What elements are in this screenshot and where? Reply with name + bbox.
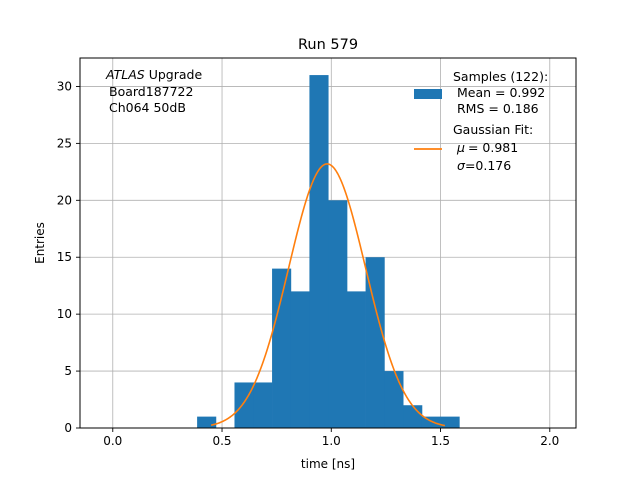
y-axis-label: Entries: [33, 222, 47, 264]
y-tick-label: 25: [57, 136, 72, 150]
histogram-bar: [234, 382, 254, 428]
chart-title: Run 579: [298, 37, 358, 53]
histogram-bar: [197, 416, 217, 428]
histogram-bar: [440, 416, 460, 428]
x-tick-label: 0.5: [212, 434, 231, 448]
histogram-bar: [403, 405, 423, 428]
annotation-board: Board187722: [109, 84, 193, 99]
histogram-bar: [309, 75, 329, 429]
plot-frame: [79, 57, 577, 429]
legend-sigma-value: =0.176: [465, 158, 511, 173]
legend: Samples (122): Mean = 0.992 RMS = 0.186 …: [414, 69, 548, 173]
histogram-bar: [272, 268, 292, 428]
legend-mu-value: = 0.981: [468, 140, 518, 155]
y-tick-label: 15: [57, 250, 72, 264]
x-tick-label: 2.0: [540, 434, 559, 448]
histogram-bar: [365, 257, 385, 428]
legend-rms-label: RMS = 0.186: [457, 101, 539, 116]
annotation-channel: Ch064 50dB: [109, 100, 186, 115]
histogram-bar: [253, 382, 273, 428]
y-tick-label: 20: [57, 193, 72, 207]
x-tick-label: 0.0: [103, 434, 122, 448]
gaussian-fit-curve: [210, 163, 446, 427]
x-tick-label: 1.0: [322, 434, 341, 448]
annotation-atlas: ATLAS: [105, 67, 145, 82]
x-tick-label: 1.5: [431, 434, 450, 448]
legend-mu-symbol: μ: [456, 140, 465, 155]
legend-fit-label: Gaussian Fit:: [453, 122, 533, 137]
annotation-line-1: ATLAS Upgrade: [105, 67, 202, 82]
y-axis-ticks: 0 5 10 15 20 25 30: [57, 79, 80, 435]
atlas-annotation: ATLAS Upgrade Board187722 Ch064 50dB: [105, 67, 202, 115]
y-tick-label: 5: [64, 364, 72, 378]
histogram-bars: [197, 75, 460, 429]
x-axis-label: time [ns]: [301, 457, 355, 471]
histogram-bar: [384, 371, 404, 428]
plot-area: 0.0 0.5 1.0 1.5 2.0 0 5 10 15 20 25 30: [57, 57, 577, 448]
y-tick-label: 10: [57, 307, 72, 321]
fit-curve-line: [210, 163, 446, 427]
histogram-bar: [421, 416, 441, 428]
y-tick-label: 0: [64, 421, 72, 435]
legend-histogram-swatch: [414, 89, 442, 99]
annotation-upgrade: Upgrade: [145, 67, 203, 82]
legend-samples-label: Samples (122):: [453, 69, 548, 84]
x-axis-ticks: 0.0 0.5 1.0 1.5 2.0: [103, 428, 559, 448]
legend-mu-label: μ = 0.981: [456, 140, 518, 155]
histogram-bar: [328, 200, 348, 428]
legend-mean-label: Mean = 0.992: [457, 85, 545, 100]
histogram-bar: [290, 291, 310, 428]
y-tick-label: 30: [57, 79, 72, 93]
legend-sigma-label: σ=0.176: [457, 158, 511, 173]
histogram-bar: [346, 291, 366, 428]
legend-sigma-symbol: σ: [457, 158, 466, 173]
